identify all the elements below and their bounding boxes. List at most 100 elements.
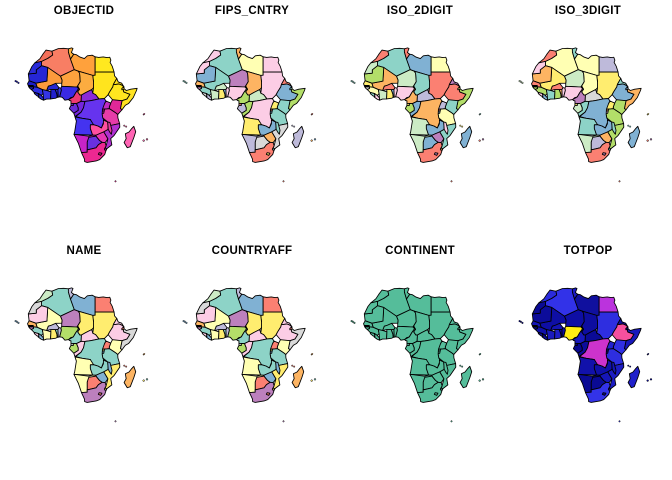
country-madagascar — [459, 125, 473, 149]
country-djibouti — [289, 326, 293, 331]
country-gambia — [364, 84, 370, 87]
panel-fips-cntry: FIPS_CNTRY — [168, 0, 336, 240]
island-prince-edward — [450, 180, 453, 183]
country-swaziland — [607, 147, 611, 151]
island-cape-verde — [182, 80, 185, 83]
country-tunisia — [403, 47, 411, 60]
country-liberia — [541, 333, 549, 341]
island-comoros — [629, 365, 632, 368]
island-reunion — [478, 379, 481, 382]
island-prince-edward — [114, 180, 117, 183]
country-cote-divoire — [377, 329, 388, 341]
country-western-sahara — [195, 300, 210, 315]
island-mauritius — [313, 378, 317, 381]
island-prince-edward — [450, 420, 453, 423]
island-seychelles — [311, 113, 314, 115]
country-swaziland — [103, 147, 107, 151]
panel-title-iso-3digit: ISO_3DIGIT — [554, 5, 622, 17]
country-djibouti — [625, 326, 629, 331]
country-western-sahara — [531, 300, 546, 315]
country-somalia — [287, 327, 306, 351]
island-comoros — [629, 125, 632, 128]
island-mauritius — [649, 378, 653, 381]
island-cape-verde — [518, 80, 521, 83]
island-mauritius — [649, 138, 653, 141]
africa-map-continent — [350, 287, 485, 423]
country-western-sahara — [195, 60, 210, 75]
panel-countryaff: COUNTRYAFF — [168, 240, 336, 480]
country-western-sahara — [27, 60, 42, 75]
panel-title-iso-2digit: ISO_2DIGIT — [386, 5, 454, 17]
panel-title-fips-cntry: FIPS_CNTRY — [214, 5, 290, 17]
island-seychelles — [479, 113, 482, 115]
island-comoros — [293, 125, 296, 128]
country-somalia — [623, 87, 642, 111]
island-cape-verde — [182, 320, 185, 323]
country-tunisia — [571, 47, 579, 60]
panel-title-totpop: TOTPOP — [563, 245, 613, 257]
country-sierra-leone — [537, 331, 544, 337]
country-madagascar — [123, 125, 137, 149]
island-prince-edward — [618, 420, 621, 423]
country-burkina-faso — [46, 322, 60, 331]
africa-map-name — [14, 287, 149, 423]
africa-map-totpop — [518, 287, 653, 423]
island-cape-verde — [14, 320, 17, 323]
country-egypt — [598, 296, 619, 313]
country-gambia — [196, 324, 202, 327]
country-malawi — [611, 121, 617, 135]
africa-map-iso-3digit — [518, 47, 653, 183]
country-madagascar — [291, 365, 305, 389]
country-sierra-leone — [369, 91, 376, 97]
island-seychelles — [647, 113, 650, 115]
panel-objectid: OBJECTID — [0, 0, 168, 240]
country-south-africa — [417, 381, 443, 403]
country-cote-divoire — [41, 329, 52, 341]
country-burkina-faso — [550, 82, 564, 91]
island-cape-verde — [350, 80, 353, 83]
island-mauritius — [145, 138, 149, 141]
panel-title-name: NAME — [66, 245, 102, 257]
country-south-africa — [249, 141, 275, 163]
country-madagascar — [627, 365, 641, 389]
island-reunion — [310, 379, 313, 382]
country-malawi — [611, 361, 617, 375]
country-egypt — [430, 296, 451, 313]
country-lesotho — [433, 392, 439, 396]
africa-map-countryaff — [182, 287, 317, 423]
island-comoros — [291, 124, 294, 127]
country-cote-divoire — [545, 89, 556, 101]
country-liberia — [373, 93, 381, 101]
country-gambia — [364, 324, 370, 327]
island-seychelles — [143, 113, 146, 115]
country-western-sahara — [363, 300, 378, 315]
panel-name: NAME — [0, 240, 168, 480]
country-sierra-leone — [369, 331, 376, 337]
panel-iso-3digit: ISO_3DIGIT — [504, 0, 672, 240]
panel-title-continent: CONTINENT — [385, 245, 455, 257]
island-mauritius — [313, 138, 317, 141]
country-gambia — [196, 84, 202, 87]
island-comoros — [459, 124, 462, 127]
country-egypt — [262, 56, 283, 73]
island-comoros — [627, 124, 630, 127]
country-egypt — [430, 56, 451, 73]
country-gambia — [28, 324, 34, 327]
country-djibouti — [121, 86, 125, 91]
country-malawi — [107, 361, 113, 375]
island-comoros — [123, 124, 126, 127]
country-burkina-faso — [46, 82, 60, 91]
country-madagascar — [123, 365, 137, 389]
island-cape-verde — [185, 81, 188, 84]
country-malawi — [107, 121, 113, 135]
africa-map-fips-cntry — [182, 47, 317, 183]
country-tunisia — [235, 287, 243, 300]
country-malawi — [275, 361, 281, 375]
country-swaziland — [607, 387, 611, 391]
country-somalia — [119, 327, 138, 351]
country-burkina-faso — [214, 82, 228, 91]
country-sierra-leone — [33, 91, 40, 97]
panel-title-objectid: OBJECTID — [53, 5, 115, 17]
country-lesotho — [265, 152, 271, 156]
panel-title-countryaff: COUNTRYAFF — [211, 245, 293, 257]
